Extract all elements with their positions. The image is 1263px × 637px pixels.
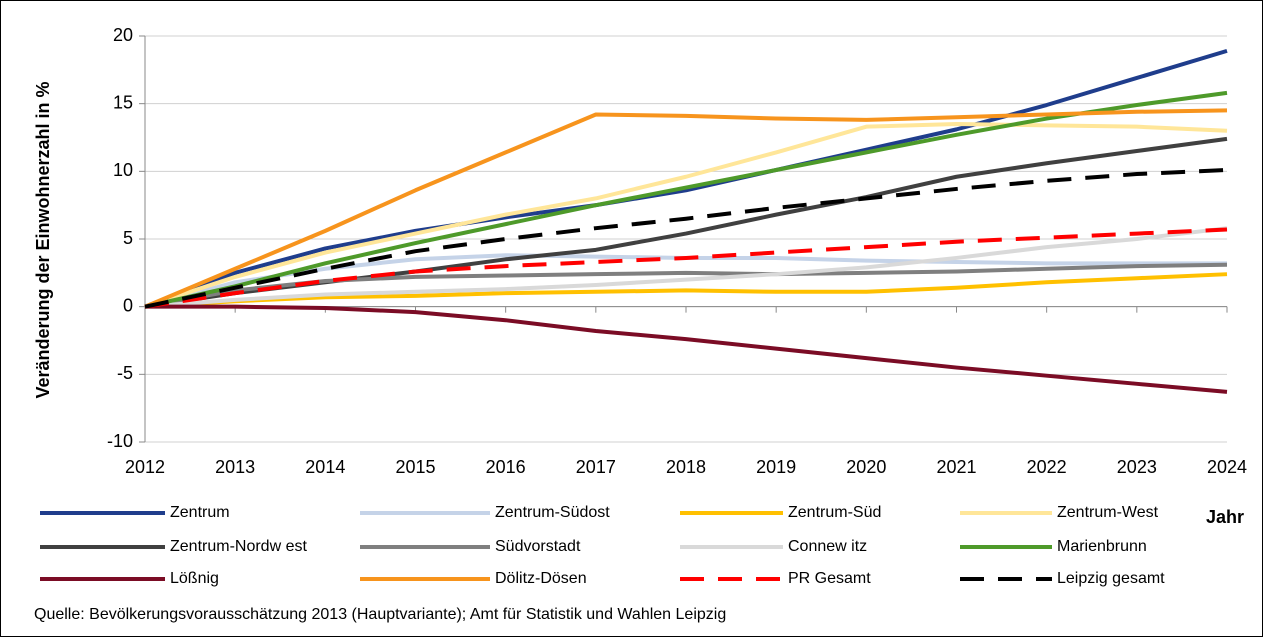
x-tick-label: 2012 — [125, 457, 165, 477]
x-tick-label: 2013 — [215, 457, 255, 477]
x-tick-label: 2019 — [756, 457, 796, 477]
y-tick-label: 10 — [113, 160, 133, 180]
series-line — [144, 108, 1228, 309]
y-tick-label: 15 — [113, 92, 133, 112]
series-line — [144, 227, 1228, 309]
x-tick-label: 2021 — [936, 457, 976, 477]
y-tick-label: 5 — [123, 228, 133, 248]
source: Quelle: Bevölkerungsvorausschätzung 2013… — [34, 606, 726, 623]
series-line — [144, 48, 1228, 309]
y-axis-label: Veränderung der Einwohnerzahl in % — [33, 81, 53, 398]
series-line — [144, 90, 1228, 309]
x-tick-label: 2016 — [486, 457, 526, 477]
x-tick-label: 2018 — [666, 457, 706, 477]
legend-label: PR Gesamt — [788, 570, 871, 587]
y-tick-label: -10 — [107, 431, 133, 451]
legend-label: Zentrum-Nordw est — [170, 538, 307, 555]
series-line — [144, 272, 1228, 309]
legend-label: Zentrum-West — [1057, 504, 1159, 521]
legend-label: Südvorstadt — [495, 538, 581, 555]
legend-label: Lößnig — [170, 570, 219, 587]
x-axis-label: Jahr — [1206, 507, 1244, 527]
x-tick-label: 2017 — [576, 457, 616, 477]
series-line — [144, 167, 1228, 309]
legend-label: Dölitz-Dösen — [495, 570, 587, 587]
legend-label: Marienbrunn — [1057, 538, 1147, 555]
x-tick-label: 2022 — [1027, 457, 1067, 477]
legend-label: Zentrum-Südost — [495, 504, 610, 521]
y-tick-label: 0 — [123, 295, 133, 315]
x-tick-label: 2024 — [1207, 457, 1247, 477]
series-line — [144, 121, 1228, 309]
series-line — [144, 226, 1228, 309]
legend-label: Connew itz — [788, 538, 867, 555]
series-line — [144, 262, 1228, 309]
legend-label: Leipzig gesamt — [1057, 570, 1165, 587]
y-tick-label: 20 — [113, 25, 133, 45]
series-line — [145, 304, 1228, 394]
x-tick-label: 2023 — [1117, 457, 1157, 477]
legend-label: Zentrum — [170, 504, 230, 521]
legend-label: Zentrum-Süd — [788, 504, 881, 521]
y-tick-label: -5 — [117, 363, 133, 383]
x-tick-label: 2015 — [395, 457, 435, 477]
x-tick-label: 2020 — [846, 457, 886, 477]
x-tick-label: 2014 — [305, 457, 345, 477]
